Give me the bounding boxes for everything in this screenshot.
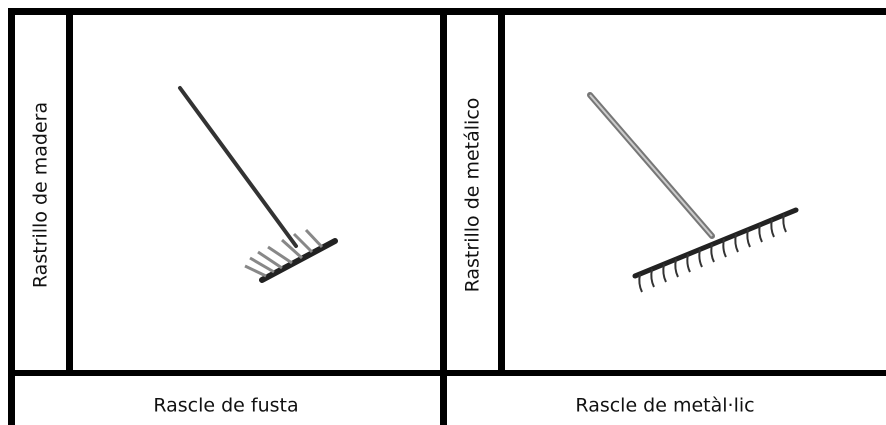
table-borders <box>8 8 886 425</box>
caption: Rascle de metàl·lic <box>575 395 754 417</box>
caption: Rascle de fusta <box>153 395 298 417</box>
side-label: Rastrillo de metálico <box>462 98 484 293</box>
metal-rake-image <box>587 92 799 293</box>
side-label: Rastrillo de madera <box>30 102 52 288</box>
wooden-rake-image <box>178 86 338 283</box>
